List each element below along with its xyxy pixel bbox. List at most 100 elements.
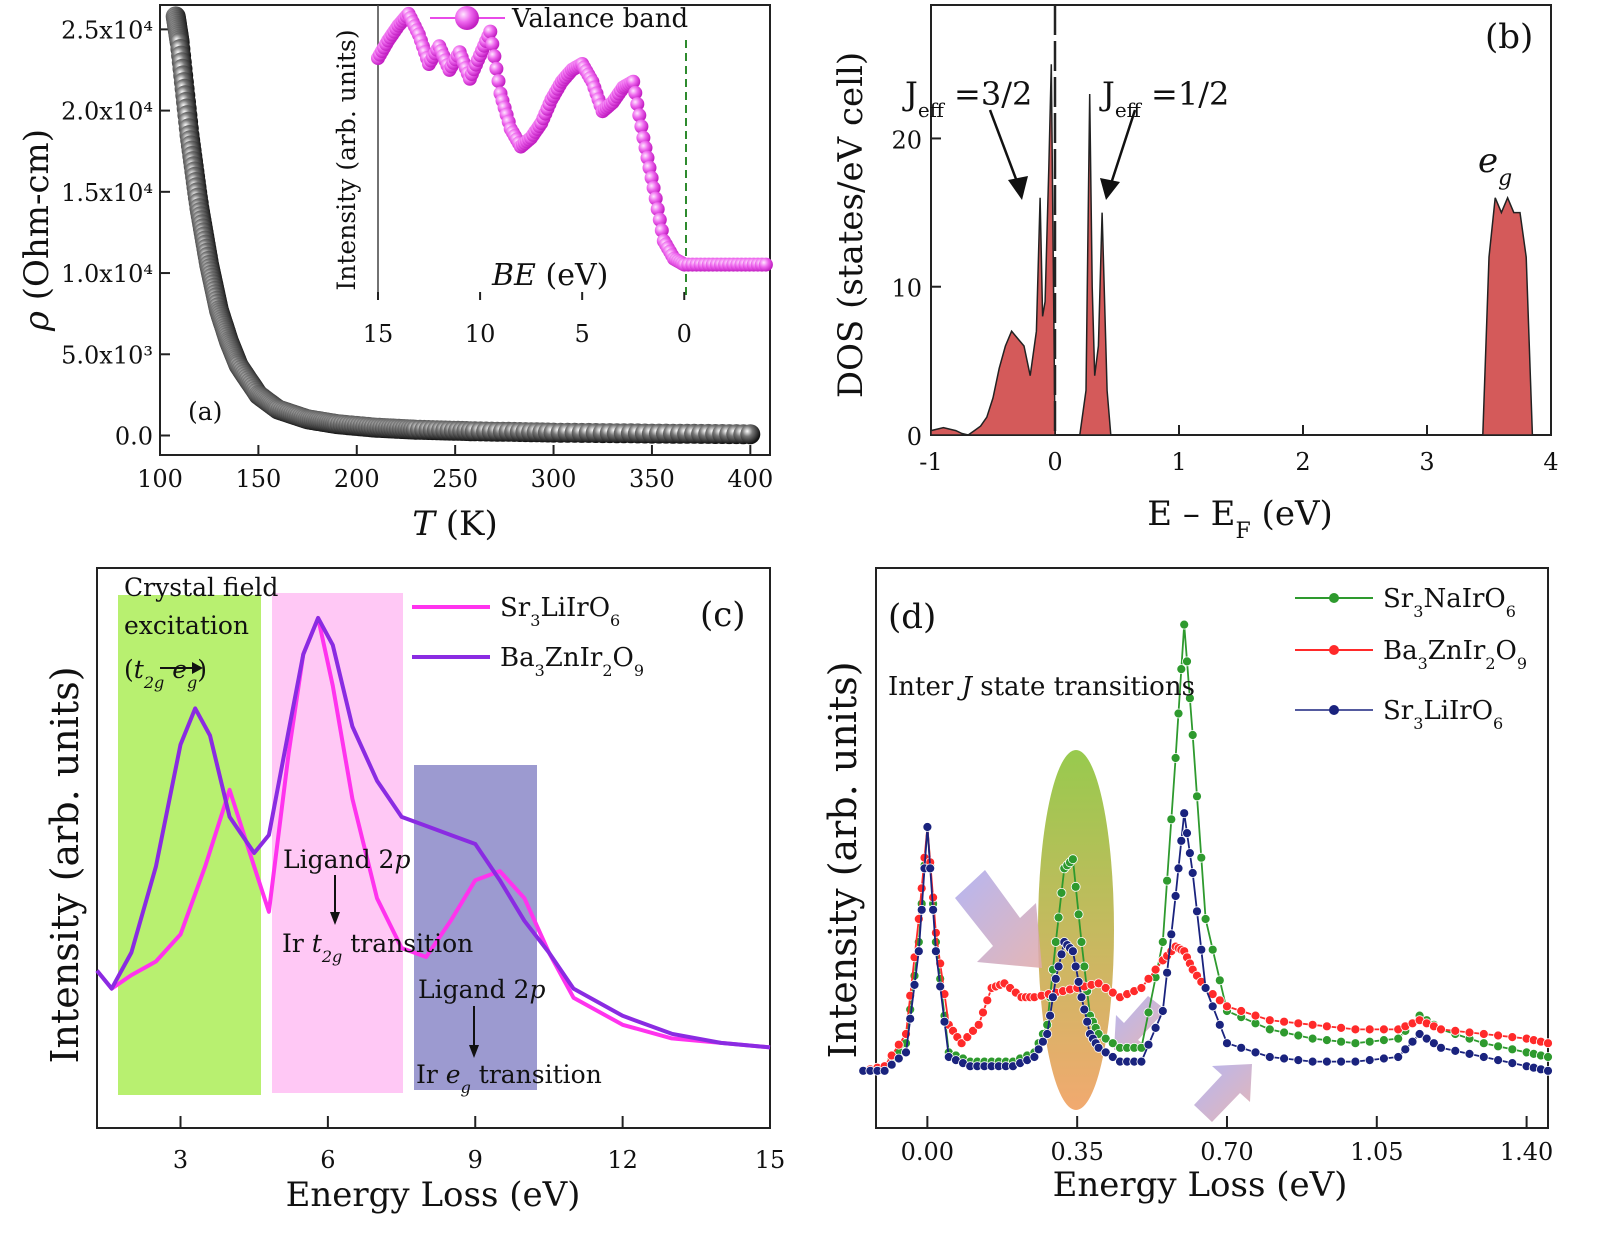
- series-d-1-point-23: [968, 1026, 978, 1036]
- inset-point-57: [487, 49, 502, 64]
- series-d-1-point-47: [1107, 987, 1118, 998]
- ligand-eg-label-2: Ir eg transition: [416, 1060, 602, 1097]
- a-ytick-label-3: 1.5x10⁴: [61, 179, 153, 207]
- series-d-2-point-46: [1079, 1004, 1090, 1015]
- series-d-1-point-72: [1264, 1015, 1275, 1026]
- series-d-1-point-87: [1436, 1024, 1446, 1035]
- inset-ylabel: Intensity (arb. units): [332, 29, 361, 290]
- b-xtick-label-2: 1: [1171, 448, 1186, 476]
- panel-d: 0.00 0.35 0.70 1.05 1.40 (d) Inter J state t…: [821, 567, 1553, 1205]
- series-d-0-point-36: [1050, 937, 1061, 947]
- series-d-2-point-73: [1207, 1001, 1218, 1012]
- panel-c-frame: [96, 567, 771, 1129]
- series-d-2-point-88: [1400, 1044, 1411, 1055]
- panel-d-series: [858, 619, 1553, 1076]
- panel-c: 3 6 9 12 15 Crystal field excitation (t2g eg…: [43, 567, 785, 1215]
- inset-point-129: [634, 119, 649, 134]
- series-d-0-point-37: [1053, 912, 1064, 923]
- series-d-1-point-21: [956, 1038, 967, 1049]
- series-d-2-point-17: [939, 1016, 950, 1027]
- band-ligand-t2g: [272, 593, 403, 1093]
- b-ytick-label-0: 0: [907, 423, 922, 451]
- series-d-2-point-15: [931, 946, 941, 957]
- a-xtick-label-2: 200: [334, 465, 380, 493]
- series-d-0-point-79: [1279, 1027, 1289, 1038]
- series-d-1-point-78: [1350, 1024, 1361, 1035]
- a-ytick-label-2: 1.0x10⁴: [61, 260, 153, 288]
- inset-ticks: 15 10 5 0: [363, 292, 692, 348]
- d-xtick-label-4: 1.40: [1500, 1138, 1553, 1166]
- series-d-2-point-82: [1322, 1056, 1332, 1067]
- series-d-1-point-92: [1507, 1032, 1518, 1042]
- series-d-2-point-79: [1279, 1053, 1289, 1064]
- series-d-1-point-89: [1464, 1027, 1475, 1038]
- series-d-1-point-5: [893, 1039, 904, 1050]
- series-d-0-point-45: [1076, 937, 1087, 947]
- panel-d-label: (d): [888, 597, 936, 637]
- series-d-2-point-91: [1421, 1033, 1432, 1044]
- series-d-0-point-97: [1493, 1041, 1503, 1052]
- series-d-1-point-91: [1493, 1030, 1503, 1041]
- series-d-2: [863, 813, 1549, 1072]
- series-d-0-point-78: [1264, 1024, 1275, 1035]
- a-xtick-label-0: 100: [137, 465, 183, 493]
- series-d-2-point-36: [1050, 973, 1061, 984]
- series-d-0-point-46: [1079, 961, 1090, 972]
- legend-d-label-1: Sr3NaIrO6: [1383, 584, 1516, 621]
- series-d-2-point-70: [1192, 906, 1202, 917]
- series-d-0-point-43: [1070, 881, 1081, 892]
- series-d-2-point-81: [1307, 1056, 1318, 1067]
- arrow-jeff32-head: [1008, 176, 1028, 200]
- series-d-0-point-68: [1185, 693, 1195, 704]
- a-ytick-label-1: 5.0x10³: [61, 341, 153, 369]
- dos-area-2: [1482, 195, 1534, 436]
- inset-xlabel: BE (eV): [491, 258, 608, 293]
- series-d-0-point-63: [1170, 753, 1181, 763]
- series-d-2-point-97: [1493, 1055, 1503, 1065]
- inset-point-138: [652, 212, 667, 227]
- series-d-2-point-42: [1068, 946, 1078, 957]
- inset-xtick-label-2: 5: [575, 320, 590, 348]
- series-d-0-point-82: [1322, 1035, 1332, 1045]
- panel-a-ticks: 100 150 200 250 300 350 4000.05.0x10³1.0x10⁴1.…: [61, 16, 773, 493]
- series-d-2-point-78: [1264, 1052, 1275, 1062]
- series-d-0-point-42: [1068, 854, 1078, 865]
- a-xtick-label-4: 300: [531, 465, 577, 493]
- series-d-2-point-102: [1543, 1065, 1553, 1076]
- d-xtick-label-1: 0.35: [1050, 1138, 1103, 1166]
- panel-d-frame: [875, 567, 1549, 1129]
- panel-d-ticks: 0.00 0.35 0.70 1.05 1.40: [901, 1116, 1553, 1166]
- series-d-2-point-35: [1048, 992, 1058, 1003]
- a-ytick-label-5: 2.5x10⁴: [61, 16, 153, 44]
- c-xtick-label-1: 6: [320, 1146, 335, 1174]
- series-d-1-point-73: [1279, 1016, 1289, 1027]
- crystal-field-arrow-head: [192, 662, 203, 674]
- panel-c-xlabel: Energy Loss (eV): [286, 1175, 581, 1215]
- series-d-2-point-33: [1042, 1029, 1053, 1039]
- legend-d-label-2: Ba3ZnIr2O9: [1383, 636, 1527, 673]
- series-d-0-point-81: [1307, 1033, 1318, 1044]
- series-d-1-point-75: [1307, 1019, 1318, 1030]
- arrow-middle: [1114, 996, 1166, 1050]
- series-d-1-point-74: [1293, 1018, 1304, 1029]
- series-d-2-point-92: [1429, 1038, 1439, 1049]
- d-xtick-label-0: 0.00: [901, 1138, 954, 1166]
- panel-a-ylabel: ρ (Ohm-cm): [17, 129, 57, 332]
- series-d-0-point-65: [1176, 664, 1187, 674]
- panel-a-xlabel: T (K): [412, 504, 497, 544]
- a-xtick-label-3: 250: [432, 465, 478, 493]
- series-d-2-point-7: [905, 1013, 916, 1024]
- series-d-0-point-38: [1056, 888, 1067, 898]
- series-d-0-point-102: [1543, 1052, 1553, 1062]
- series-c-0: [95, 616, 771, 1050]
- legend-c-label-1: Sr3LiIrO6: [500, 593, 620, 630]
- b-ytick-label-2: 20: [891, 126, 922, 154]
- inset-point-127: [630, 97, 645, 112]
- data-point-a-238: [740, 424, 761, 445]
- series-d-2-point-95: [1464, 1049, 1475, 1059]
- series-d-0-point-52: [1100, 1033, 1111, 1044]
- series-d-2-point-8: [909, 980, 920, 990]
- series-d-0-point-85: [1364, 1036, 1375, 1047]
- series-d-0-point-74: [1214, 975, 1225, 986]
